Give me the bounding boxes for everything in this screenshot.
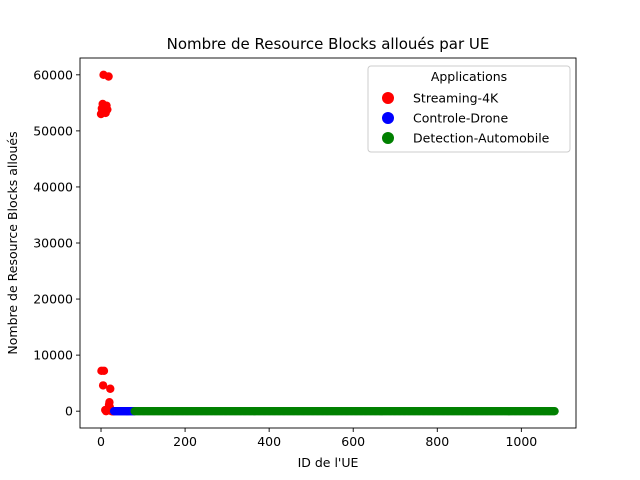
chart-title: Nombre de Resource Blocks alloués par UE [167,35,490,53]
y-tick-label: 10000 [33,348,73,363]
legend: Applications Streaming-4K Controle-Drone D… [367,65,571,153]
data-point [98,381,108,390]
y-tick-label: 0 [65,404,73,419]
y-tick-label: 50000 [33,123,73,138]
legend-marker [382,112,394,124]
legend-label: Streaming-4K [413,91,499,106]
data-point [99,366,109,376]
series-streaming-4k [96,70,118,416]
y-tick-label: 60000 [33,67,73,82]
legend-label: Detection-Automobile [413,131,550,146]
x-tick-label: 400 [257,434,281,449]
x-axis-title: ID de l'UE [298,455,359,470]
y-axis-title: Nombre de Resource Blocks alloués [5,131,20,354]
x-tick-label: 200 [173,434,197,449]
data-point [103,105,112,114]
series-detection-automobile [130,406,559,416]
y-axis: 0 10000 20000 30000 40000 50000 60000 [33,67,80,419]
y-tick-label: 20000 [33,292,73,307]
legend-box [367,65,571,153]
data-point [106,384,115,393]
legend-title: Applications [431,69,507,84]
x-axis: 0 200 400 600 800 1000 [97,428,537,449]
x-tick-label: 800 [425,434,449,449]
legend-marker [382,92,394,104]
y-tick-label: 40000 [33,179,73,194]
x-tick-label: 0 [97,434,105,449]
points-layer [96,70,559,416]
y-tick-label: 30000 [33,236,73,251]
legend-label: Controle-Drone [413,111,508,126]
data-point [104,72,113,81]
legend-marker [382,132,394,144]
x-tick-label: 600 [341,434,365,449]
data-point [550,406,559,416]
x-tick-label: 1000 [505,434,537,449]
